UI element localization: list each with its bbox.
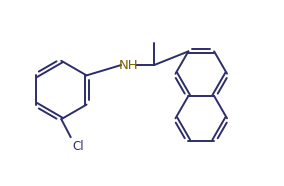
Text: NH: NH — [118, 59, 138, 72]
Text: Cl: Cl — [72, 140, 84, 153]
